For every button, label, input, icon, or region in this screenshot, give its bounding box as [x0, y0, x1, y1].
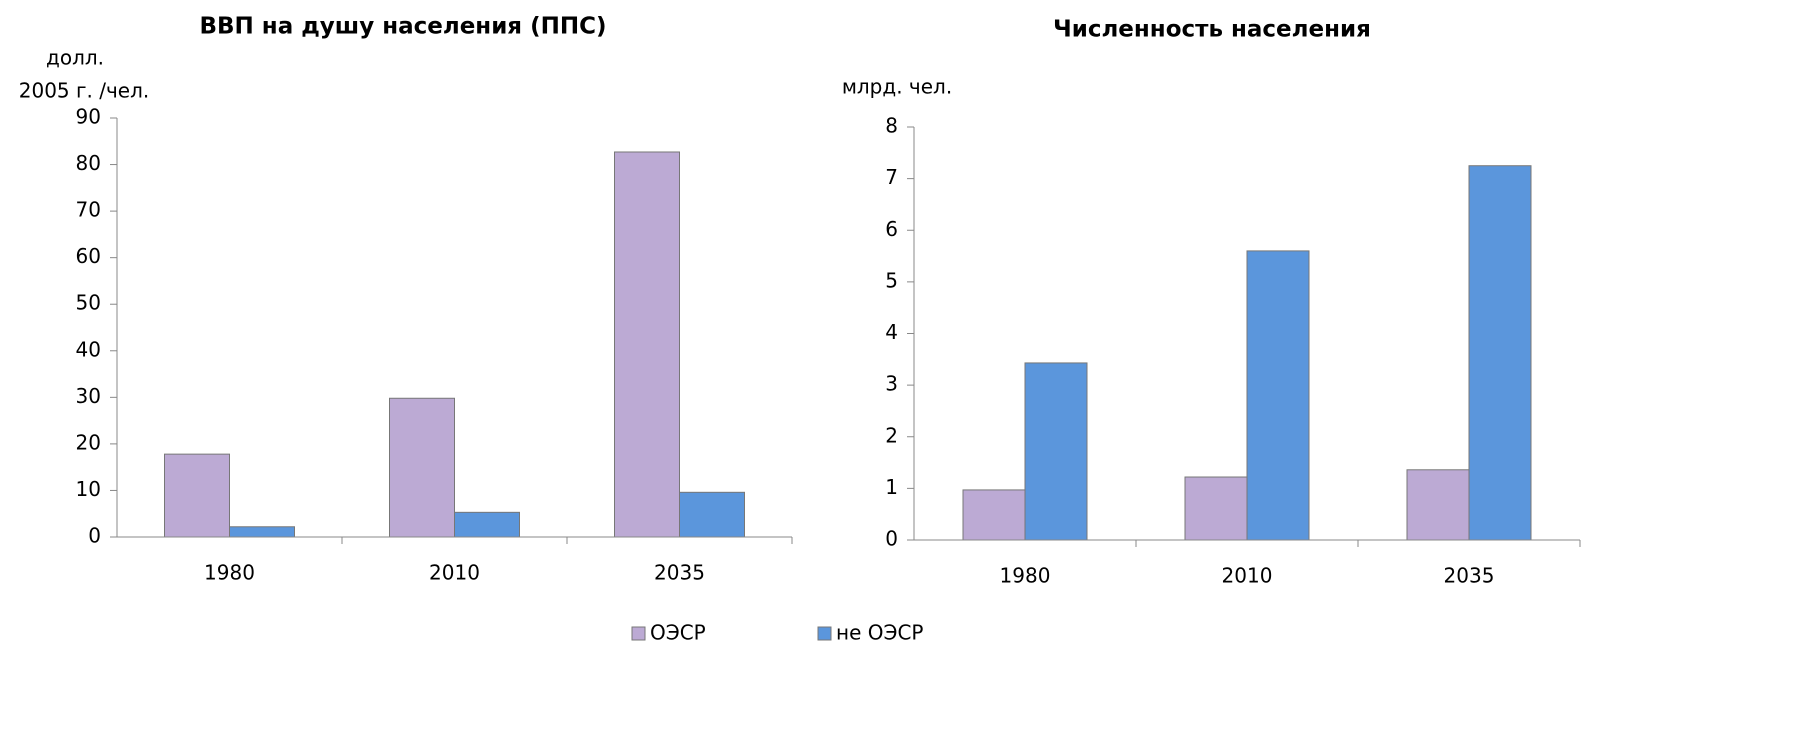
bar	[454, 511, 520, 538]
y-tick-label: 20	[76, 430, 101, 454]
y-tick-label: 90	[76, 105, 101, 129]
x-tick-label: 2010	[429, 561, 480, 585]
bar	[1406, 469, 1470, 541]
bar	[679, 491, 745, 538]
y-tick-label: 80	[76, 151, 101, 175]
y-tick-label: 60	[76, 244, 101, 268]
bar	[614, 151, 680, 538]
y-tick-label: 5	[885, 268, 898, 292]
x-tick-label: 2035	[1444, 564, 1495, 588]
x-tick-label: 1980	[1000, 564, 1051, 588]
x-tick-label: 1980	[204, 561, 255, 585]
chart-title: Численность населения	[1053, 17, 1371, 43]
y-tick-label: 30	[76, 384, 101, 408]
y-tick-label: 40	[76, 337, 101, 361]
bar	[1024, 362, 1088, 541]
y-tick-label: 3	[885, 372, 898, 396]
y-tick-label: 6	[885, 217, 898, 241]
y-axis-label: 2005 г. /чел.	[19, 79, 149, 103]
y-tick-label: 70	[76, 198, 101, 222]
y-tick-label: 10	[76, 477, 101, 501]
y-tick-label: 1	[885, 475, 898, 499]
y-tick-label: 8	[885, 114, 898, 138]
chart-title: ВВП на душу населения (ППС)	[199, 14, 606, 40]
y-tick-label: 50	[76, 291, 101, 315]
bar	[164, 453, 230, 538]
x-tick-label: 2010	[1222, 564, 1273, 588]
y-axis-label: долл.	[46, 46, 104, 70]
legend-swatch	[631, 626, 646, 641]
bar	[389, 397, 455, 538]
y-tick-label: 2	[885, 423, 898, 447]
bar	[1246, 250, 1310, 541]
legend-label: ОЭСР	[650, 621, 706, 645]
y-axis-label: млрд. чел.	[842, 75, 952, 99]
y-tick-label: 0	[88, 524, 101, 548]
y-tick-label: 0	[885, 527, 898, 551]
legend-label: не ОЭСР	[836, 621, 923, 645]
bar	[962, 489, 1026, 541]
y-tick-label: 4	[885, 320, 898, 344]
x-tick-label: 2035	[654, 561, 705, 585]
bar	[229, 526, 295, 538]
legend-swatch	[817, 626, 832, 641]
bar	[1184, 476, 1248, 541]
bar	[1468, 165, 1532, 541]
y-tick-label: 7	[885, 165, 898, 189]
